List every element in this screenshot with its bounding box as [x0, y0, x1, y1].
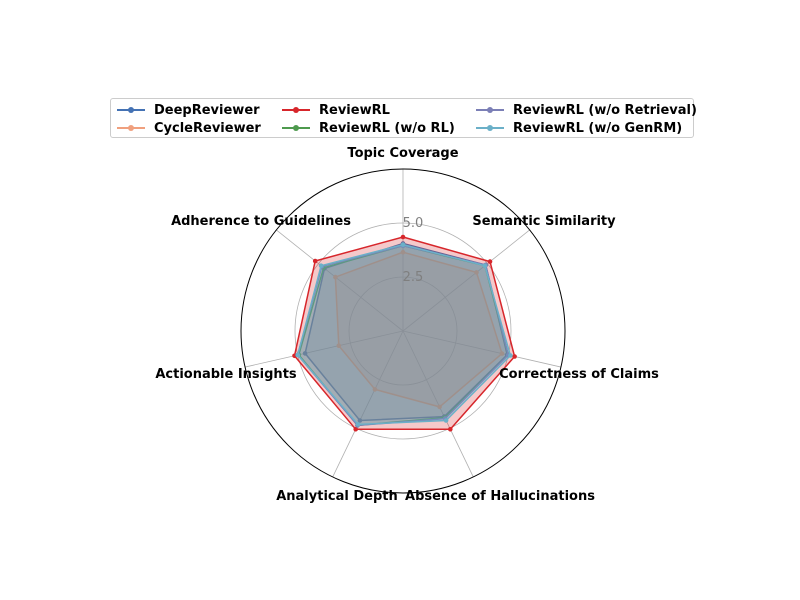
series-area-reviewrl-w-o-genrm — [297, 244, 511, 425]
axis-label-adherence-to-guidelines: Adherence to Guidelines — [171, 214, 351, 229]
axis-label-absence-of-hallucinations: Absence of Hallucinations — [405, 489, 595, 504]
point-reviewrl-adherence-to-guidelines — [312, 258, 318, 264]
axis-label-topic-coverage: Topic Coverage — [347, 146, 458, 161]
spoke-actionable-insights — [244, 330, 404, 368]
point-reviewrl-absence-of-hallucinations — [448, 427, 453, 432]
spoke-correctness-of-claims — [402, 330, 562, 368]
legend-swatch — [282, 104, 310, 116]
legend-label: ReviewRL — [319, 102, 390, 118]
axis-label-semantic-similarity: Semantic Similarity — [472, 214, 616, 229]
spoke-absence-of-hallucinations — [402, 330, 474, 478]
outer-ring — [240, 168, 566, 494]
series-reviewrl — [292, 234, 517, 432]
series-area-reviewrl-w-o-retrieval — [297, 245, 509, 426]
point-deepreviewer-analytical-depth — [357, 418, 363, 423]
radar-series — [292, 234, 517, 432]
point-reviewrl-analytical-depth — [353, 427, 359, 432]
legend-label: ReviewRL (w/o GenRM) — [513, 120, 683, 136]
point-reviewrl-w-o-genrm-absence-of-hallucinations — [443, 418, 449, 423]
point-reviewrl-semantic-similarity — [487, 259, 493, 264]
point-cyclereviewer-semantic-similarity — [474, 270, 479, 275]
legend-label: ReviewRL (w/o RL) — [319, 120, 455, 136]
legend: DeepReviewer CycleReviewer ReviewRL ReviewR… — [110, 98, 697, 138]
spoke-analytical-depth — [332, 330, 404, 478]
point-reviewrl-w-o-genrm-topic-coverage — [400, 242, 406, 247]
point-cyclereviewer-actionable-insights — [336, 343, 342, 349]
series-cyclereviewer — [333, 249, 505, 410]
legend-swatch — [282, 122, 310, 134]
point-cyclereviewer-absence-of-hallucinations — [437, 404, 442, 410]
legend-swatch — [117, 122, 145, 134]
legend-label: CycleReviewer — [154, 120, 261, 136]
legend-item-reviewrl-w-o-genrm: ReviewRL (w/o GenRM) — [476, 119, 682, 137]
point-cyclereviewer-analytical-depth — [372, 387, 378, 392]
point-reviewrl-w-o-genrm-semantic-similarity — [482, 263, 488, 269]
series-reviewrl-w-o-genrm — [295, 242, 513, 427]
point-reviewrl-w-o-genrm-analytical-depth — [355, 422, 361, 427]
axis-label-actionable-insights: Actionable Insights — [155, 367, 297, 382]
series-line-reviewrl — [293, 236, 516, 431]
point-deepreviewer-actionable-insights — [302, 351, 308, 356]
legend-label: DeepReviewer — [154, 102, 260, 118]
axis-label-analytical-depth: Analytical Depth — [276, 489, 398, 504]
series-area-reviewrl — [294, 237, 515, 430]
radial-tick-labels: 2.5 5.0 — [403, 216, 424, 285]
series-area-cyclereviewer — [335, 252, 502, 407]
legend-item-cyclereviewer: CycleReviewer — [117, 119, 261, 137]
point-reviewrl-topic-coverage — [400, 234, 406, 240]
point-cyclereviewer-correctness-of-claims — [499, 351, 505, 356]
legend-swatch — [476, 104, 504, 116]
legend-label: ReviewRL (w/o Retrieval) — [513, 102, 697, 118]
legend-swatch — [476, 122, 504, 134]
legend-item-reviewrl: ReviewRL — [282, 101, 390, 119]
series-area-reviewrl-w-o-rl — [298, 245, 509, 426]
series-area-deepreviewer — [305, 243, 508, 421]
axis-labels: Topic Coverage Semantic Similarity Correct… — [155, 146, 659, 504]
radar-grid — [240, 168, 566, 494]
legend-item-reviewrl-w-o-rl: ReviewRL (w/o RL) — [282, 119, 455, 137]
point-reviewrl-w-o-genrm-adherence-to-guidelines — [318, 263, 324, 269]
series-line-cyclereviewer — [334, 251, 503, 408]
point-reviewrl-w-o-genrm-actionable-insights — [295, 352, 301, 358]
spoke-semantic-similarity — [402, 229, 530, 332]
tick-label-2: 5.0 — [403, 216, 424, 231]
legend-item-reviewrl-w-o-retrieval: ReviewRL (w/o Retrieval) — [476, 101, 697, 119]
tick-label-1: 2.5 — [403, 270, 424, 285]
legend-swatch — [117, 104, 145, 116]
axis-label-correctness-of-claims: Correctness of Claims — [499, 367, 659, 382]
series-line-reviewrl-w-o-genrm — [296, 243, 512, 426]
point-cyclereviewer-adherence-to-guidelines — [333, 274, 338, 280]
spoke-adherence-to-guidelines — [276, 229, 404, 332]
point-reviewrl-w-o-genrm-correctness-of-claims — [508, 353, 513, 358]
legend-item-deepreviewer: DeepReviewer — [117, 101, 260, 119]
point-cyclereviewer-topic-coverage — [400, 249, 406, 255]
point-reviewrl-correctness-of-claims — [512, 354, 517, 359]
